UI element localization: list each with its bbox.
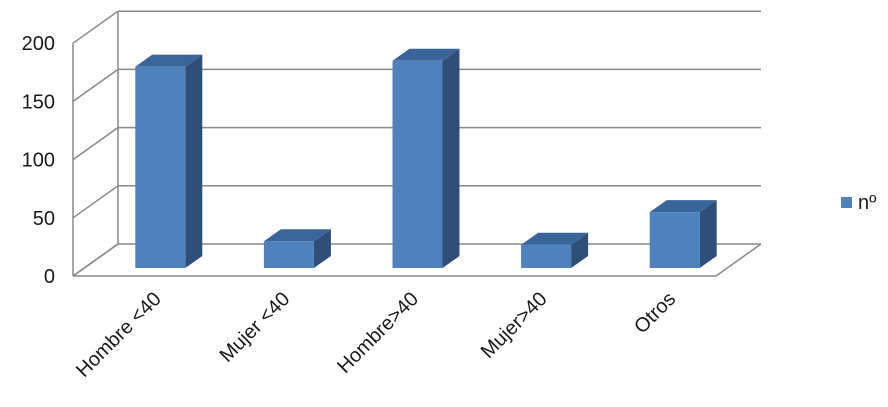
gridline	[72, 126, 119, 161]
bar	[263, 229, 331, 268]
x-category-label: Mujer>40	[477, 288, 552, 363]
bar-side	[185, 54, 203, 269]
x-category-label: Mujer <40	[216, 288, 295, 367]
x-axis-categories: Hombre <40 Mujer <40 Hombre>40 Mujer>40 Otro…	[72, 288, 680, 382]
y-axis-ticks: 0 50 100 150 200	[22, 33, 55, 288]
bar	[392, 48, 460, 268]
bar-top	[649, 200, 717, 213]
bar	[135, 54, 203, 269]
gridline	[72, 68, 119, 103]
chart-legend: nº	[841, 192, 877, 214]
bar-front	[649, 212, 700, 268]
bar	[521, 232, 589, 268]
bar-side	[571, 232, 589, 268]
bar-front	[135, 66, 186, 269]
y-tick-label: 200	[22, 33, 55, 55]
gridline	[72, 185, 119, 219]
x-category-label: Hombre <40	[72, 288, 166, 382]
x-category-label: Hombre>40	[333, 288, 423, 378]
legend-swatch	[841, 197, 852, 208]
y-tick-label: 50	[33, 208, 55, 230]
bar-side	[313, 229, 331, 268]
y-tick-label: 100	[22, 150, 55, 172]
y-tick-label: 150	[22, 91, 55, 113]
legend-label: nº	[858, 192, 877, 214]
bar	[649, 200, 717, 268]
bar-top	[135, 54, 203, 67]
gridline	[715, 243, 762, 277]
x-category-label: Otros	[630, 288, 680, 338]
gridline	[72, 10, 119, 44]
bar-side	[699, 200, 717, 268]
y-tick-label: 0	[44, 266, 55, 288]
chart-bars	[135, 48, 717, 269]
bar-side	[442, 48, 460, 268]
bar-front	[521, 244, 572, 268]
bar-top	[263, 229, 331, 242]
bar-front	[392, 60, 443, 268]
bar-top	[521, 232, 589, 245]
bar-front	[263, 241, 314, 268]
bar-top	[392, 48, 460, 61]
gridline	[72, 243, 119, 277]
